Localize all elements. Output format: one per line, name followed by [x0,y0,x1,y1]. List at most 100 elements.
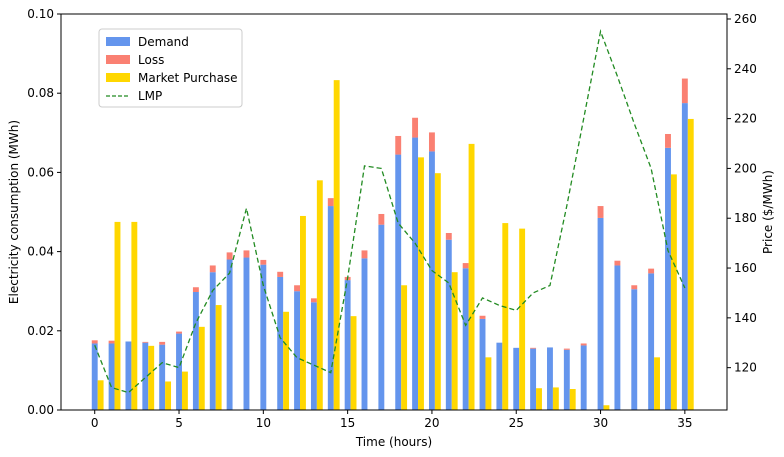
bar-loss [614,260,621,266]
x-tick-label: 5 [175,416,183,430]
bar-demand [479,318,486,410]
bar-loss [310,298,317,303]
y2-tick-label: 200 [734,161,757,175]
bar-demand [125,341,132,410]
bar-demand [159,344,166,410]
bar-market-purchase [451,272,458,410]
bar-loss [142,341,149,343]
y2-tick-label: 220 [734,112,757,126]
legend-swatch [106,73,130,82]
y2-axis-label: Price ($/MWh) [761,170,775,254]
bar-market-purchase [468,143,475,410]
bar-loss [159,341,166,345]
bar-loss [580,343,587,346]
bar-layer [91,78,694,411]
bar-market-purchase [215,305,222,410]
x-tick-label: 0 [91,416,99,430]
bar-market-purchase [333,80,340,410]
y2-tick-label: 180 [734,211,757,225]
bar-demand [648,273,655,410]
legend-label: Demand [138,35,189,49]
bar-market-purchase [552,387,559,410]
bar-loss [428,132,435,152]
y-tick-label: 0.10 [27,7,54,21]
bar-demand [412,137,419,410]
bar-market-purchase [97,380,104,410]
bar-market-purchase [181,371,188,410]
bar-demand [614,265,621,410]
bar-market-purchase [654,357,660,410]
x-tick-label: 10 [256,416,271,430]
bar-loss [445,232,452,240]
legend-label: Market Purchase [138,71,238,85]
legend-label: LMP [138,89,162,103]
lmp-line [94,29,686,394]
x-axis: 0 5 10 15 20 25 30 35 [91,410,692,430]
bar-loss [563,348,570,350]
bar-loss [530,347,537,349]
bar-market-purchase [131,221,138,410]
bar-market-purchase [687,118,694,410]
bar-market-purchase [148,345,155,410]
bar-demand [226,259,233,410]
bar-demand [563,349,570,410]
x-tick-label: 15 [340,416,355,430]
bar-loss [192,287,199,292]
legend-label: Loss [138,53,164,67]
bar-demand [142,342,149,410]
bar-loss [462,263,469,269]
bar-demand [344,280,351,410]
bar-demand [361,258,368,410]
x-tick-label: 35 [677,416,692,430]
y-tick-label: 0.04 [27,245,54,259]
bar-loss [597,206,604,218]
bar-demand [530,348,537,410]
bar-market-purchase [350,316,357,410]
bar-market-purchase [316,180,323,410]
bar-demand [665,147,671,410]
y2-tick-label: 260 [734,12,757,26]
bar-loss [681,78,688,104]
bar-market-purchase [569,389,576,410]
bar-market-purchase [418,157,424,410]
bar-demand [108,343,115,410]
bar-demand [547,347,553,410]
bar-demand [597,217,604,410]
y2-tick-label: 120 [734,361,757,375]
bar-demand [462,268,469,410]
bar-market-purchase [114,221,121,410]
bar-demand [513,347,520,410]
bar-market-purchase [283,311,290,410]
bar-demand [176,333,182,410]
bar-market-purchase [434,173,441,410]
y-tick-label: 0.00 [27,403,54,417]
bar-demand [631,289,638,410]
legend-swatch [106,37,130,46]
bar-loss [260,259,267,265]
y-axis-label: Electricity consumption (MWh) [7,120,21,304]
bar-loss [108,340,115,344]
bar-market-purchase [198,326,205,410]
bar-loss [294,285,301,292]
bar-market-purchase [502,223,509,410]
bar-market-purchase [401,285,408,410]
x-tick-label: 30 [593,416,608,430]
bar-demand [496,342,503,410]
bar-loss [226,252,233,260]
bar-loss [631,285,638,290]
x-tick-label: 20 [424,416,439,430]
bar-loss [209,265,216,273]
bar-market-purchase [519,228,526,410]
bar-demand [428,151,435,411]
bar-demand [294,291,301,410]
bar-market-purchase [300,215,306,410]
bar-loss [243,250,250,258]
bar-demand [277,276,284,410]
bar-loss [327,198,334,207]
bar-loss [378,213,385,225]
bar-market-purchase [485,357,492,410]
bar-demand [378,224,385,410]
bar-demand [327,206,334,410]
bar-market-purchase [165,381,172,410]
bar-loss [176,331,182,334]
